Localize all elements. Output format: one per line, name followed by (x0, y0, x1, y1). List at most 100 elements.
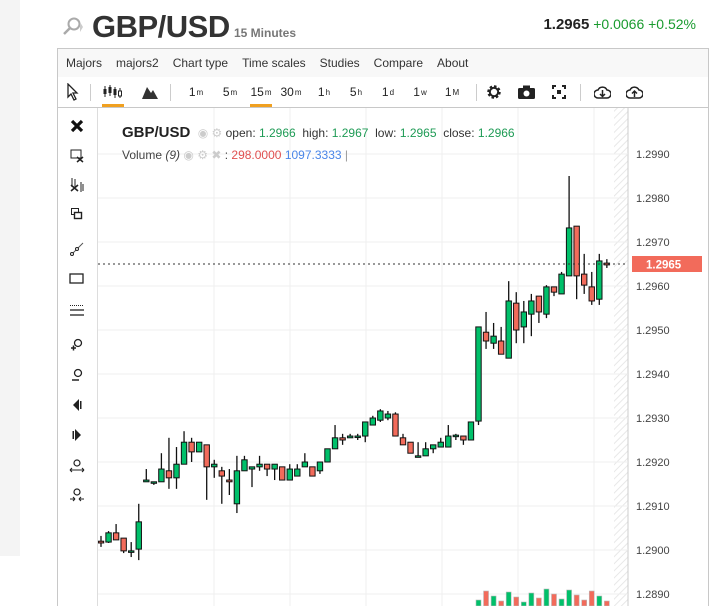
drawing-tools-panel (58, 108, 98, 606)
candle (263, 463, 271, 470)
price-legend: GBP/USD ◉ ⚙ open: 1.2966 high: 1.2967 lo… (122, 124, 515, 141)
candle (195, 441, 203, 453)
divider (580, 84, 581, 101)
timeframe-unit: h (325, 87, 331, 97)
pointer-icon[interactable] (64, 81, 82, 103)
eye-icon[interactable]: ◉ (197, 126, 209, 140)
candle (324, 448, 331, 463)
divider (476, 84, 477, 101)
timeframe-30m[interactable]: 30 m (278, 81, 304, 103)
volume-value: 298.0000 (231, 148, 282, 162)
candle (399, 437, 407, 446)
candle (188, 441, 195, 453)
close-label: close: (443, 126, 475, 140)
scroll-right-icon[interactable] (64, 424, 90, 446)
close-drawings-icon[interactable] (64, 115, 90, 137)
menu-chart-type[interactable]: Chart type (172, 56, 229, 70)
remove-icon[interactable]: ✖ (211, 148, 222, 162)
candle (248, 466, 256, 470)
volume-bar (490, 595, 497, 606)
interval-label: 15 Minutes (234, 26, 297, 40)
rectangle-icon[interactable] (64, 268, 90, 290)
menu-about[interactable]: About (437, 56, 469, 70)
search-icon[interactable] (61, 16, 83, 38)
price-change: +0.0066 (593, 16, 645, 32)
price-chart[interactable]: 1.2990 1.2980 1.2970 1.2960 1.2950 1.2940 1.29… (58, 108, 708, 606)
horizontal-lines-icon[interactable] (64, 300, 90, 322)
candle (445, 435, 452, 448)
menu-time-scales[interactable]: Time scales (242, 56, 306, 70)
delete-all-icon[interactable] (64, 174, 90, 196)
candle (437, 441, 444, 448)
timeframe-number: 1 (381, 85, 389, 99)
volume-label: Volume (122, 148, 163, 162)
candle (158, 468, 165, 483)
mountain-chart-icon[interactable] (140, 81, 160, 103)
candle (309, 466, 316, 477)
low-label: low: (375, 126, 397, 140)
volume-bar (505, 591, 512, 606)
timeframe-number: 1 (188, 85, 196, 99)
candle (354, 435, 361, 439)
chart-area[interactable]: 1.2990 1.2980 1.2970 1.2960 1.2950 1.2940 1.29… (57, 108, 709, 606)
volume-bar (588, 590, 595, 606)
candle (203, 444, 210, 468)
trend-line-icon[interactable] (64, 238, 90, 260)
zoom-in-icon[interactable] (64, 334, 90, 356)
y-tick-label: 1.2910 (636, 501, 670, 513)
timeframe-unit: m (196, 87, 204, 97)
eye-icon[interactable]: ◉ (183, 148, 194, 162)
candle (392, 413, 399, 437)
timeframe-15m[interactable]: 15 m (248, 81, 274, 107)
candle (226, 479, 233, 483)
timeframe-number: 5 (222, 85, 230, 99)
menu-majors[interactable]: Majors (66, 56, 103, 70)
candle (543, 286, 550, 315)
gear-icon[interactable]: ⚙ (211, 126, 223, 140)
candle (339, 437, 346, 441)
candle (316, 461, 324, 472)
zoom-expand-icon[interactable] (64, 455, 90, 477)
gear-icon[interactable]: ⚙ (197, 148, 208, 162)
candlestick-chart-icon[interactable] (100, 81, 126, 107)
candle (581, 273, 588, 286)
candle (150, 481, 158, 484)
zoom-compress-icon[interactable] (64, 484, 90, 506)
timeframe-number: 1 (444, 85, 452, 99)
zoom-out-icon[interactable] (64, 364, 90, 386)
open-label: open: (225, 126, 256, 140)
menu-majors2[interactable]: majors2 (116, 56, 159, 70)
cloud-upload-icon[interactable] (624, 81, 644, 103)
camera-icon[interactable] (516, 81, 536, 103)
candle (482, 331, 490, 342)
cloud-download-icon[interactable] (592, 81, 612, 103)
delete-drawing-icon[interactable] (64, 145, 90, 167)
menu-studies[interactable]: Studies (319, 56, 360, 70)
volume-bar (566, 589, 572, 606)
last-price: 1.2965 (543, 16, 590, 33)
candle (97, 540, 105, 544)
last-price-tag (632, 256, 702, 272)
fullscreen-icon[interactable] (549, 81, 569, 103)
candle (271, 463, 278, 470)
scroll-left-icon[interactable] (64, 394, 90, 416)
timeframe-number: 5 (349, 85, 357, 99)
settings-gear-icon[interactable] (484, 81, 504, 103)
timeframe-unit: m (264, 87, 272, 97)
menu-compare[interactable]: Compare (373, 56, 424, 70)
candle (143, 479, 150, 483)
candle (120, 537, 127, 552)
volume-legend: Volume (9) ◉ ⚙ ✖ : 298.0000 1097.3333 | (122, 148, 349, 162)
candle (105, 532, 112, 543)
clone-icon[interactable] (64, 203, 90, 225)
chart-toolbar: 1 m 5 m 15 m 30 m 1 h 5 h 1 d 1 w 1 M (57, 77, 709, 108)
volume-bar (573, 594, 580, 606)
timeframe-unit: m (294, 87, 302, 97)
